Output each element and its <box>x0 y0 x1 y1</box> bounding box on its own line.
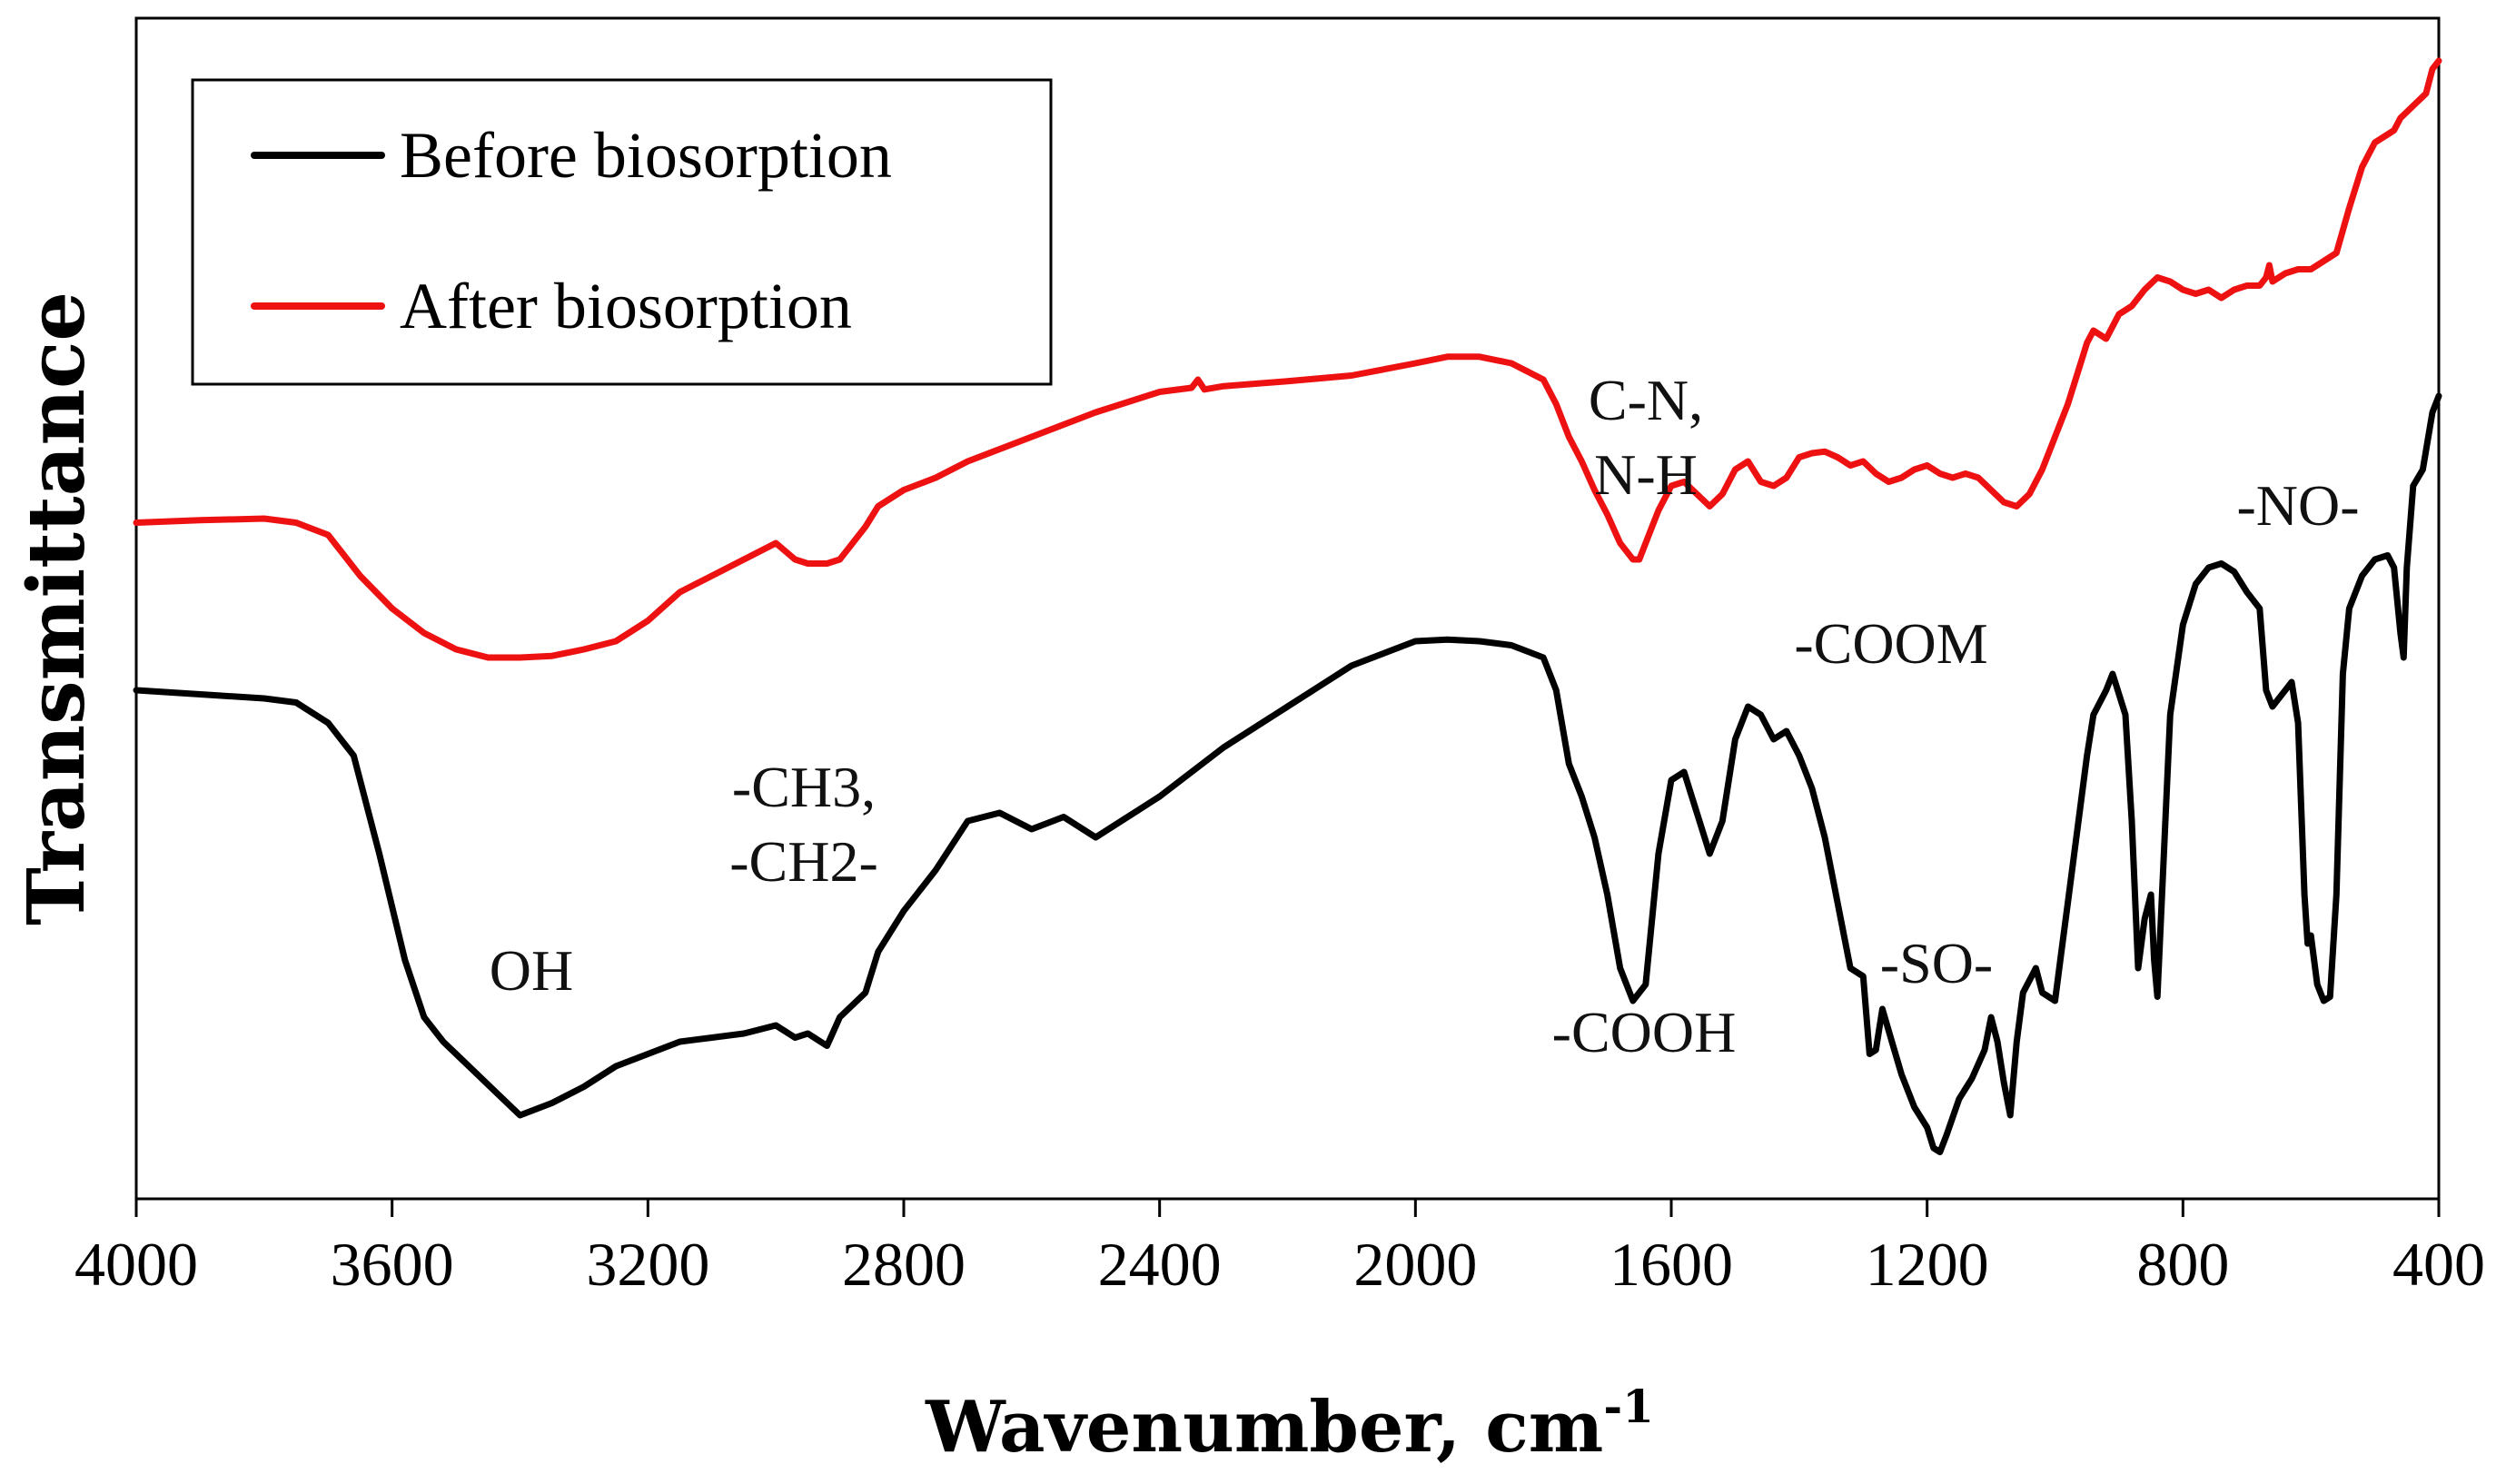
peak-annotation-label: -CH3, <box>732 755 876 819</box>
legend-label-after: After biosorption <box>400 270 852 342</box>
peak-annotation-label: -SO- <box>1880 931 1993 995</box>
x-tick-label: 2400 <box>1098 1230 1222 1299</box>
x-axis-ticks: 4000 3600 3200 2800 2400 2000 1600 1200 800 400 <box>74 1199 2485 1299</box>
x-tick-label: 4000 <box>74 1230 198 1299</box>
x-tick-label: 3600 <box>331 1230 454 1299</box>
x-tick-label: 2000 <box>1353 1230 1477 1299</box>
peak-annotation-label: -COOM <box>1794 611 1987 676</box>
peak-annotation-label: -NO- <box>2236 473 2359 538</box>
x-axis-title-superscript: -1 <box>1603 1380 1654 1433</box>
series-lines <box>133 57 2442 1155</box>
x-tick-label: 1200 <box>1866 1230 1989 1299</box>
series-line-before-biosorption <box>133 392 2442 1155</box>
x-tick-label: 2800 <box>842 1230 966 1299</box>
x-axis-title: Wavenumber, cm-1 <box>925 1380 1654 1469</box>
legend: Before biosorption After biosorption <box>191 78 1053 386</box>
x-tick-label: 400 <box>2392 1230 2485 1299</box>
legend-box <box>191 78 1053 386</box>
plot-area-frame <box>134 16 2441 1201</box>
x-tick-label: 3200 <box>586 1230 709 1299</box>
peak-annotations: OH -CH3, -CH2- C-N, N-H -COOH -COOM -SO- -NO- <box>490 368 2360 1064</box>
x-axis-title-main: Wavenumber, cm <box>925 1386 1603 1469</box>
legend-label-before: Before biosorption <box>400 119 892 192</box>
peak-annotation-label: OH <box>490 938 573 1003</box>
peak-annotation-label: -COOH <box>1552 1000 1737 1064</box>
peak-annotation-label: C-N, <box>1589 368 1703 432</box>
x-tick-label: 800 <box>2136 1230 2229 1299</box>
y-axis-title: Transmittance <box>11 292 103 925</box>
series-line-after-biosorption <box>133 57 2442 661</box>
x-tick-label: 1600 <box>1610 1230 1733 1299</box>
peak-annotation-label: -CH2- <box>729 829 878 894</box>
peak-annotation-label: N-H <box>1594 442 1698 507</box>
